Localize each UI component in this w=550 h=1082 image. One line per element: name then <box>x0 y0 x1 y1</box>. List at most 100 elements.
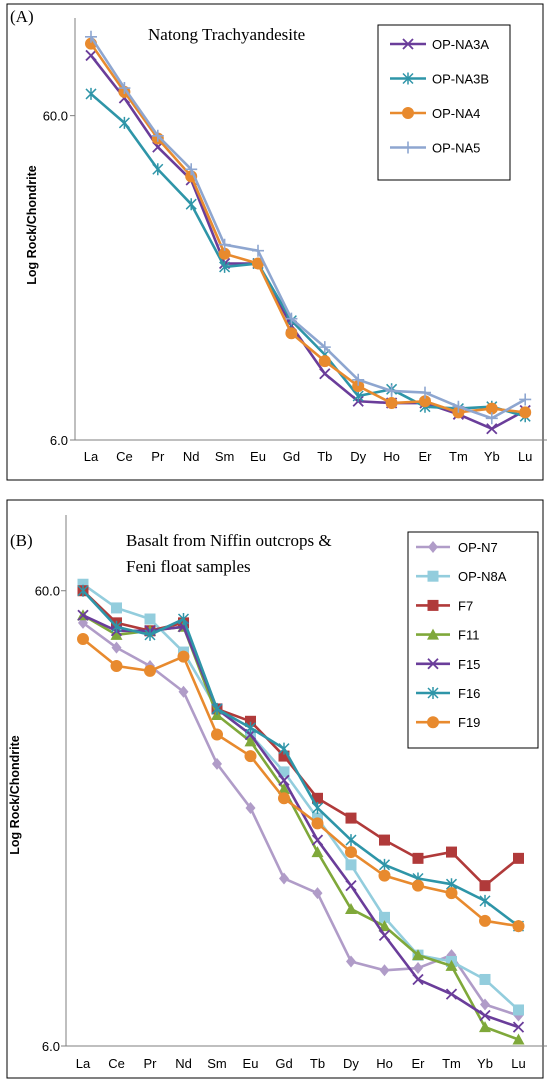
panel-b-point-f16-pr <box>144 628 156 641</box>
panel-a-point-op-na3a-la <box>85 49 97 62</box>
panel-a-point-op-na5-er <box>419 386 431 399</box>
panel-b-y-tick-label: 6.0 <box>42 1039 60 1054</box>
panel-a-point-op-na4-lu <box>519 406 532 419</box>
panel-b-point-f15-er <box>412 973 424 986</box>
panel-b-point-f19-er <box>412 879 424 892</box>
panel-b-point-f19-dy <box>345 846 357 859</box>
panel-b-point-f11-eu <box>244 735 257 747</box>
panel-b-y-tick-label: 60.0 <box>35 584 60 599</box>
panel-a-point-op-na3a-yb <box>486 423 498 435</box>
panel-b-title-line-1: Basalt from Niffin outcrops & <box>126 531 332 550</box>
panel-b-point-op-n7-ce <box>111 641 122 654</box>
panel-b-point-f15-dy <box>345 880 357 892</box>
panel-a-x-tick-label-gd: Gd <box>283 449 300 464</box>
panel-b-point-f19-yb <box>479 914 491 927</box>
panel-a-point-op-na5-sm <box>218 238 231 251</box>
panel-b-point-f16-eu <box>244 721 257 734</box>
panel-a-x-tick-label-pr: Pr <box>151 449 165 464</box>
panel-b-x-tick-label-la: La <box>76 1056 91 1071</box>
panel-b-legend-marker-op-n7 <box>428 541 438 553</box>
panel-b-x-tick-label-lu: Lu <box>511 1056 525 1071</box>
panel-a-frame <box>6 3 544 481</box>
panel-a-point-op-na5-tb <box>318 341 331 354</box>
panel-b-point-f15-ho <box>378 929 391 941</box>
panel-b-point-f11-tm <box>445 959 458 971</box>
panel-a-point-op-na5-dy <box>352 373 365 386</box>
panel-b-point-f11-lu <box>512 1033 525 1045</box>
panel-b-legend-marker-f11 <box>427 628 439 640</box>
panel-a-point-op-na3b-ce <box>118 116 130 129</box>
panel-b-legend: OP-N7 OP-N8A F7 F11 F15 F16 F19 <box>407 531 539 749</box>
panel-a-point-op-na5-lu <box>519 393 532 406</box>
panel-b-legend-label-op-n7: OP-N7 <box>458 540 498 555</box>
panel-b-point-op-n8a-ce <box>111 602 122 614</box>
panel-b-point-f11-ho <box>378 920 391 932</box>
panel-b-x-tick-label-ce: Ce <box>108 1056 125 1071</box>
panel-b-point-f7-dy <box>345 812 357 824</box>
panel-a-y-axis-label: Log Rock/Chondrite <box>25 165 39 284</box>
panel-b-y-axis-label: Log Rock/Chondrite <box>8 735 22 854</box>
panel-a-legend: OP-NA3A OP-NA3B OP-NA4 OP-NA5 <box>377 24 511 181</box>
panel-b-point-f7-er <box>412 852 424 864</box>
panel-b-point-f11-tb <box>311 846 324 858</box>
panel-b-point-f19-gd <box>278 792 290 805</box>
panel-b-x-tick-label-tm: Tm <box>442 1056 461 1071</box>
panel-b-x-tick-label-yb: Yb <box>477 1056 493 1071</box>
panel-b-point-f16-dy <box>345 834 357 847</box>
panel-a-x-tick-label-sm: Sm <box>215 449 235 464</box>
panel-a-x-tick-label-yb: Yb <box>484 449 500 464</box>
panel-b-point-op-n8a-lu <box>513 1004 524 1016</box>
panel-b-x-tick-label-ho: Ho <box>376 1056 393 1071</box>
panel-b-point-f16-sm <box>211 702 223 715</box>
panel-b: (B) Basalt from Niffin outcrops & Feni f… <box>6 499 547 1079</box>
panel-b-point-op-n7-yb <box>480 998 490 1011</box>
panel-b-x-tick-label-nd: Nd <box>175 1056 192 1071</box>
panel-a-x-tick-label-ho: Ho <box>383 449 400 464</box>
panel-b-point-op-n7-gd <box>279 872 289 885</box>
panel-b-point-op-n8a-pr <box>144 613 156 625</box>
panel-b-point-f16-ho <box>378 858 391 871</box>
panel-b-series-line-f16 <box>82 589 520 928</box>
panel-b-point-f19-eu <box>244 750 257 763</box>
panel-b-point-f19-nd <box>177 650 190 663</box>
panel-b-point-f19-ce <box>110 660 123 673</box>
panel-a-legend-marker-op-na3b <box>402 72 414 85</box>
panel-b-point-f16-ce <box>110 620 123 633</box>
panel-b-point-f11-er <box>412 949 424 961</box>
panel-a-point-op-na5-yb <box>485 412 498 425</box>
panel-b-point-f7-yb <box>479 880 491 892</box>
panel-b-point-f15-la <box>77 609 89 621</box>
panel-b-label: (B) <box>10 531 33 550</box>
panel-a-series-line-op-na5 <box>89 36 526 420</box>
panel-b-point-f7-tb <box>312 792 323 804</box>
panel-b-point-f15-tm <box>445 988 458 1000</box>
panel-b-legend-label-op-n8a: OP-N8A <box>458 569 507 584</box>
panel-b-point-op-n8a-yb <box>479 973 491 985</box>
panel-a-x-tick-label-ce: Ce <box>116 449 133 464</box>
panel-b-legend-label-f15: F15 <box>458 657 480 672</box>
panel-b-point-op-n7-tb <box>312 887 323 900</box>
panel-a-point-op-na4-tb <box>318 355 331 368</box>
panel-a-x-tick-label-eu: Eu <box>250 449 266 464</box>
panel-b-point-f19-la <box>77 633 89 646</box>
panel-b-point-f16-yb <box>479 894 491 907</box>
panel-a-point-op-na5-pr <box>151 129 164 142</box>
panel-a-x-tick-label-er: Er <box>419 449 433 464</box>
panel-a-point-op-na3b-nd <box>185 198 197 211</box>
panel-b-legend-marker-f19 <box>427 716 439 729</box>
panel-b-legend-label-f16: F16 <box>458 686 480 701</box>
panel-b-legend-marker-f16 <box>427 687 439 699</box>
panel-a-legend-marker-op-na5 <box>402 141 414 154</box>
panel-b-point-op-n7-er <box>413 962 423 975</box>
panel-b-point-op-n8a-dy <box>345 859 357 871</box>
panel-a-point-op-na5-nd <box>185 163 198 176</box>
panel-b-point-f16-tb <box>311 801 324 814</box>
panel-a-point-op-na3b-la <box>85 87 97 100</box>
panel-b-series-f16 <box>77 584 525 933</box>
panel-b-point-f16-la <box>77 584 89 597</box>
panel-a-series-line-op-na3b <box>90 92 526 418</box>
panel-a-x-tick-label-tm: Tm <box>449 449 468 464</box>
panel-b-point-f11-dy <box>345 902 357 914</box>
panel-a-label: (A) <box>10 7 34 26</box>
